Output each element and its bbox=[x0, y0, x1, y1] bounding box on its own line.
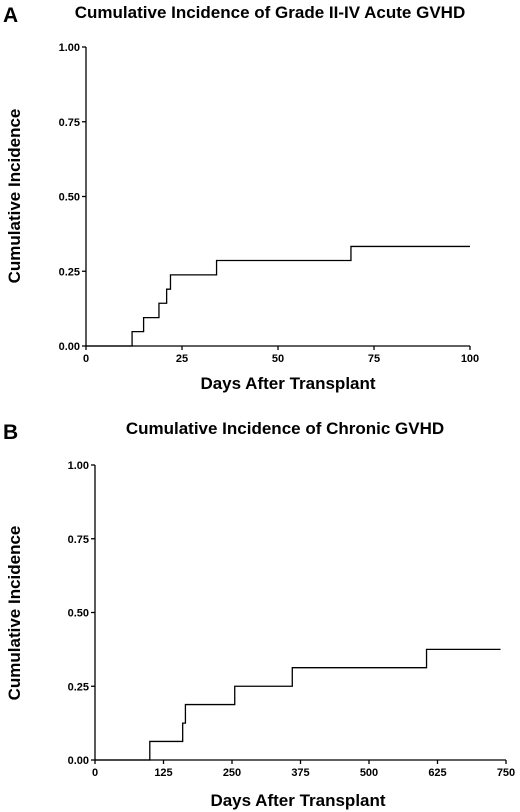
x-axis-label-b: Days After Transplant bbox=[210, 791, 385, 810]
x-tick-label: 375 bbox=[291, 767, 309, 779]
y-tick-label: 0.25 bbox=[59, 266, 80, 278]
x-tick-label: 125 bbox=[154, 767, 172, 779]
x-tick-label: 0 bbox=[92, 767, 98, 779]
x-tick-label: 500 bbox=[360, 767, 378, 779]
y-axis-label-a: Cumulative Incidence bbox=[5, 109, 24, 284]
plot-area-b: 0.00 0.25 0.50 0.75 1.00 0 125 250 375 500 625 750 bbox=[68, 460, 516, 779]
y-axis-label-b: Cumulative Incidence bbox=[5, 526, 24, 701]
chart-title-a: Cumulative Incidence of Grade II-IV Acut… bbox=[75, 3, 465, 22]
x-tick-label: 625 bbox=[428, 767, 446, 779]
y-tick-label: 0.75 bbox=[59, 117, 80, 129]
x-tick-label: 750 bbox=[497, 767, 515, 779]
panel-letter-b: B bbox=[3, 421, 18, 444]
x-tick-label: 0 bbox=[83, 353, 89, 365]
panel-b: B Cumulative Incidence of Chronic GVHD C… bbox=[3, 419, 515, 810]
y-tick-label: 0.25 bbox=[68, 681, 89, 693]
y-tick-label: 0.50 bbox=[68, 608, 89, 620]
x-tick-label: 100 bbox=[461, 353, 479, 365]
x-axis-label-a: Days After Transplant bbox=[200, 374, 375, 393]
y-tick-label: 0.50 bbox=[59, 192, 80, 204]
y-tick-label: 0.75 bbox=[68, 534, 89, 546]
x-tick-label: 75 bbox=[368, 353, 380, 365]
y-tick-label: 0.00 bbox=[68, 755, 89, 767]
incidence-step-curve bbox=[95, 648, 501, 761]
x-tick-label: 25 bbox=[176, 353, 188, 365]
chart-title-b: Cumulative Incidence of Chronic GVHD bbox=[126, 419, 444, 438]
panel-a: A Cumulative Incidence of Grade II-IV Ac… bbox=[3, 3, 479, 393]
x-tick-label: 50 bbox=[272, 353, 284, 365]
panel-letter-a: A bbox=[3, 4, 18, 27]
plot-area-a: 0.00 0.25 0.50 0.75 1.00 0 25 50 75 100 bbox=[59, 42, 480, 365]
y-tick-label: 1.00 bbox=[68, 460, 89, 472]
y-tick-label: 0.00 bbox=[59, 341, 80, 353]
y-tick-label: 1.00 bbox=[59, 42, 80, 54]
incidence-step-curve bbox=[86, 245, 470, 347]
x-tick-label: 250 bbox=[223, 767, 241, 779]
